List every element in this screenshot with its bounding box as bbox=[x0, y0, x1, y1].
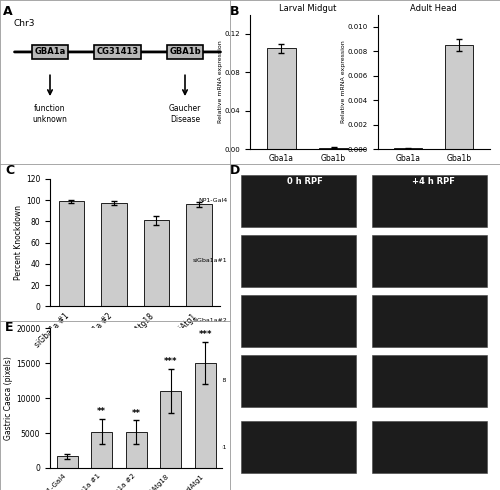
Text: function
unknown: function unknown bbox=[32, 104, 68, 124]
Bar bbox=[372, 235, 487, 287]
Text: **: ** bbox=[132, 409, 141, 417]
Bar bbox=[394, 148, 422, 149]
Text: ***: *** bbox=[164, 357, 177, 366]
Bar bbox=[240, 355, 356, 407]
Text: +4 h RPF: +4 h RPF bbox=[412, 177, 455, 186]
Bar bbox=[240, 235, 356, 287]
Text: GBA1a: GBA1a bbox=[34, 48, 66, 56]
Text: siAtg1: siAtg1 bbox=[208, 444, 228, 450]
Text: A: A bbox=[3, 5, 13, 18]
Bar bbox=[160, 391, 181, 468]
Text: siAtg18: siAtg18 bbox=[204, 378, 228, 383]
Text: D: D bbox=[230, 164, 240, 177]
Text: **: ** bbox=[97, 407, 106, 416]
Text: siGba1a#2: siGba1a#2 bbox=[192, 318, 228, 323]
Title: Adult Head: Adult Head bbox=[410, 3, 457, 13]
Bar bbox=[372, 421, 487, 473]
Text: 0 h RPF: 0 h RPF bbox=[287, 177, 323, 186]
Bar bbox=[240, 421, 356, 473]
Bar bbox=[240, 174, 356, 227]
Bar bbox=[101, 203, 126, 306]
Text: C: C bbox=[5, 164, 14, 177]
Bar bbox=[57, 456, 78, 468]
Text: NP1-Gal4: NP1-Gal4 bbox=[198, 198, 228, 203]
Text: B: B bbox=[230, 5, 239, 18]
Text: ***: *** bbox=[198, 330, 212, 340]
Text: E: E bbox=[5, 321, 14, 334]
Text: siGba1a#1: siGba1a#1 bbox=[192, 258, 228, 263]
Y-axis label: Relative mRNA expression: Relative mRNA expression bbox=[341, 41, 346, 123]
Bar bbox=[372, 174, 487, 227]
Bar bbox=[267, 49, 296, 149]
Bar bbox=[372, 294, 487, 347]
Title: Larval Midgut: Larval Midgut bbox=[279, 3, 336, 13]
Text: Chr3: Chr3 bbox=[14, 19, 36, 28]
Bar bbox=[195, 363, 216, 468]
Bar bbox=[92, 432, 112, 468]
Text: GBA1b: GBA1b bbox=[169, 48, 201, 56]
Bar bbox=[446, 46, 473, 149]
Y-axis label: Percent Knockdown: Percent Knockdown bbox=[14, 205, 23, 280]
Bar bbox=[58, 201, 84, 306]
Bar bbox=[126, 432, 146, 468]
Bar bbox=[240, 294, 356, 347]
Bar bbox=[372, 355, 487, 407]
Text: CG31413: CG31413 bbox=[96, 48, 138, 56]
Y-axis label: Relative mRNA expression: Relative mRNA expression bbox=[218, 41, 223, 123]
Bar bbox=[186, 204, 212, 306]
Y-axis label: Gastric Caeca (pixels): Gastric Caeca (pixels) bbox=[4, 356, 14, 440]
Bar bbox=[320, 147, 348, 149]
Bar bbox=[144, 220, 169, 306]
Text: Gaucher
Disease: Gaucher Disease bbox=[169, 104, 201, 124]
